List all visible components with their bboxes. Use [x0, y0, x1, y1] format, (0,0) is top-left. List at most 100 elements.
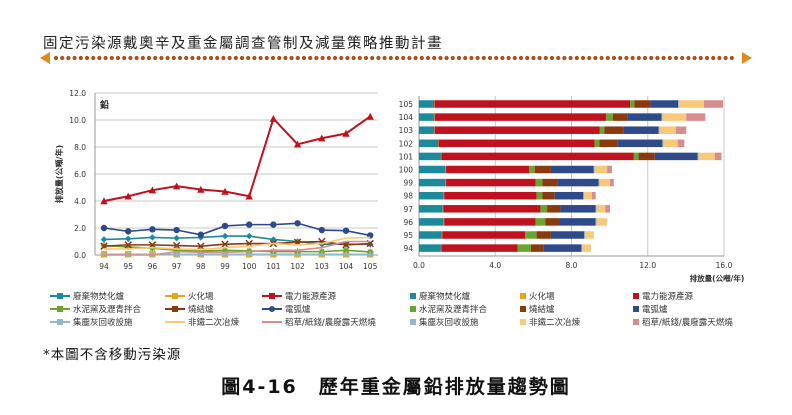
divider-dot [587, 55, 592, 61]
divider-dot [283, 55, 288, 61]
legend-swatch-icon [410, 293, 416, 299]
bar-segment [528, 165, 535, 174]
divider-dot [66, 55, 71, 61]
legend-swatch-icon [410, 306, 416, 312]
divider-dot [115, 55, 121, 61]
legend-swatch-icon [520, 319, 526, 325]
bar-segment [419, 139, 439, 148]
legend-item: 集塵灰回收設施 [50, 316, 133, 328]
legend-label: 稻草/紙錢/農廢露天燃燒 [285, 318, 376, 328]
divider-dot [456, 55, 462, 61]
divider-dot [202, 55, 207, 61]
data-point [148, 186, 157, 194]
legend-item: 廢棄物焚化爐 [410, 290, 470, 302]
data-point [294, 251, 301, 258]
y-tick-label: 94 [403, 244, 413, 253]
divider-dot [177, 55, 183, 61]
divider-dot [438, 55, 443, 61]
data-point [221, 232, 229, 240]
data-point [221, 187, 229, 195]
legend-item: 非鐵二次冶煉 [165, 316, 239, 328]
bar-segment [554, 191, 584, 200]
right-arrow-icon [742, 52, 752, 64]
divider-dot [301, 55, 307, 61]
bar-segment [419, 205, 443, 213]
bar-segment [606, 113, 613, 121]
series-line [103, 115, 371, 202]
bar-segment [675, 126, 687, 134]
data-point [197, 185, 205, 193]
divider-dot [91, 55, 96, 61]
bar-segment [530, 244, 544, 252]
legend-line-marker-icon [165, 305, 185, 312]
y-tick-label: 96 [403, 218, 413, 227]
data-point [173, 247, 180, 254]
bar-segment [545, 218, 560, 226]
bar-segment [658, 126, 660, 134]
divider-dot [500, 55, 505, 61]
legend-item: 集塵灰回收設施 [410, 316, 479, 328]
divider-dot [196, 55, 201, 61]
bar-segment [419, 178, 446, 187]
legend-item: 電弧爐 [633, 303, 668, 315]
divider-dot [97, 55, 102, 61]
bar-segment [534, 165, 551, 174]
data-point [124, 241, 132, 249]
bar-segment [703, 100, 724, 108]
bar-segment [441, 244, 518, 252]
divider-dot [227, 55, 232, 61]
x-tick-label: 95 [123, 262, 133, 271]
divider-dot [580, 55, 586, 61]
legend-line-marker-icon [165, 292, 185, 299]
divider-dot [562, 55, 567, 61]
bar-segment [679, 100, 704, 108]
divider-dot [543, 55, 548, 61]
y-tick-label: 97 [403, 205, 413, 214]
y-tick-label: 101 [399, 152, 414, 161]
x-axis-title: 排放量(公噸/年) [690, 273, 745, 283]
divider-dot [407, 55, 412, 61]
bar-segment [604, 126, 624, 134]
bar-segment [599, 139, 618, 148]
y-tick-label: 105 [399, 100, 414, 109]
series-none [104, 236, 371, 251]
legend-item: 火化場 [165, 290, 214, 302]
divider-dot [78, 55, 83, 61]
divider-dot [537, 55, 542, 61]
legend-line-marker-icon [50, 305, 70, 312]
x-tick-label: 8.0 [566, 261, 578, 270]
divider-dot [450, 55, 455, 61]
divider-dot [518, 55, 524, 61]
bar-segment [542, 191, 555, 200]
divider-dot [351, 55, 356, 61]
legend-line-marker-icon [165, 321, 185, 323]
divider-dot [252, 55, 257, 61]
data-point [246, 221, 253, 228]
legend-swatch-icon [520, 306, 526, 312]
legend-item: 水泥窯及瀝青拌合 [410, 303, 487, 315]
divider-dot [605, 55, 610, 61]
series-line [103, 235, 371, 246]
bar-segment [446, 178, 536, 187]
bar-segment [550, 165, 594, 174]
bar-segment [536, 191, 543, 200]
legend-line-marker-icon [262, 305, 282, 312]
divider-dot [159, 55, 164, 61]
divider-dot [171, 55, 176, 61]
divider-dot [146, 55, 152, 61]
divider-dot [190, 55, 195, 61]
bar-segment [677, 139, 685, 148]
bar-segment [536, 231, 551, 239]
y-tick-label: 0.0 [74, 251, 86, 260]
data-point [342, 247, 350, 254]
bar-segment [419, 244, 441, 252]
divider-dot [463, 55, 468, 61]
bar-segment [595, 205, 597, 213]
x-tick-label: 16.0 [716, 261, 733, 270]
divider-dot [525, 55, 530, 61]
bar-segment [542, 178, 558, 187]
x-tick-label: 99 [220, 262, 230, 271]
divider-dot [618, 55, 623, 61]
divider-dot [444, 55, 449, 61]
bar-segment [434, 126, 600, 134]
